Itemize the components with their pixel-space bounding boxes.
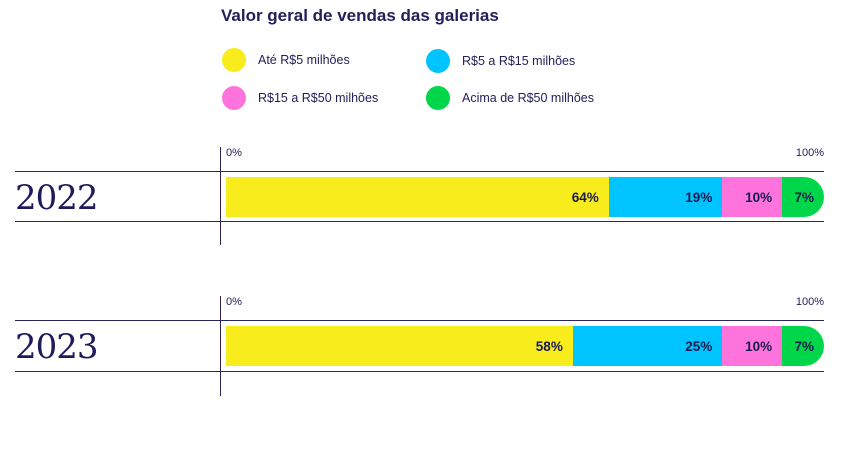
row-top-rule [15, 171, 824, 172]
bar-segment: 10% [722, 326, 783, 366]
data-label: 10% [745, 338, 773, 354]
bar-segment: 10% [722, 177, 783, 217]
tick-label-max: 100% [795, 147, 824, 159]
legend-swatch-yellow [222, 48, 246, 72]
legend-swatch-pink [222, 86, 246, 110]
bar-segment: 64% [226, 177, 609, 217]
data-label: 7% [794, 189, 814, 205]
data-label: 19% [685, 189, 713, 205]
chart-title: Valor geral de vendas das galerias [221, 6, 499, 25]
stacked-bar: 58% 25% 10% 7% [226, 326, 824, 366]
row-top-rule [15, 320, 824, 321]
axis-line [220, 147, 221, 245]
tick-label-min: 0% [226, 147, 242, 159]
legend-label: Até R$5 milhões [258, 53, 350, 67]
legend-item-15-50: R$15 a R$50 milhões [222, 85, 378, 111]
bar-segment: 19% [608, 177, 723, 217]
bar-segment: 7% [782, 177, 824, 217]
category-label: 2023 [15, 327, 99, 367]
tick-label-max: 100% [795, 296, 824, 308]
stacked-bar: 64% 19% 10% 7% [226, 177, 824, 217]
row-bottom-rule [15, 221, 824, 222]
legend-swatch-blue [426, 49, 450, 73]
data-label: 25% [685, 338, 713, 354]
legend-item-ate-5: Até R$5 milhões [222, 47, 350, 73]
bar-segment: 58% [226, 326, 573, 366]
legend-item-5-15: R$5 a R$15 milhões [426, 48, 575, 74]
data-label: 64% [571, 189, 599, 205]
axis-line [220, 296, 221, 396]
data-label: 58% [535, 338, 563, 354]
row-bottom-rule [15, 371, 824, 372]
legend-label: R$5 a R$15 milhões [462, 54, 576, 68]
tick-label-min: 0% [226, 296, 242, 308]
legend-label: R$15 a R$50 milhões [258, 91, 379, 105]
bar-segment: 7% [782, 326, 824, 366]
bar-segment: 25% [572, 326, 723, 366]
legend-item-acima-50: Acima de R$50 milhões [426, 85, 594, 111]
legend-swatch-green [426, 86, 450, 110]
legend-label: Acima de R$50 milhões [462, 91, 595, 105]
category-label: 2022 [15, 178, 99, 218]
data-label: 7% [794, 338, 814, 354]
data-label: 10% [745, 189, 773, 205]
